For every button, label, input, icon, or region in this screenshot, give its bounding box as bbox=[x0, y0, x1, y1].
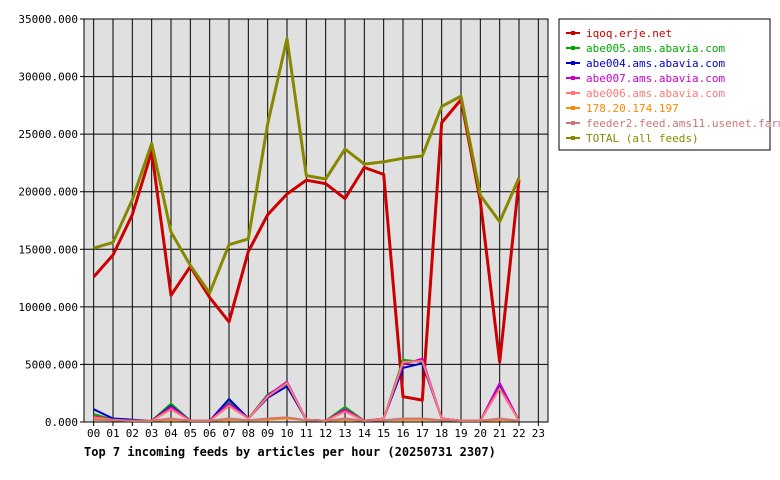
x-axis-ticks: 00 01 02 03 04 05 06 07 08 09 10 11 12 13 14 15 16 17 18 19… bbox=[87, 422, 545, 440]
chart-title: Top 7 incoming feeds by articles per hou… bbox=[84, 445, 496, 459]
legend: iqoq.erje.net abe005.ams.abavia.com abe004… bbox=[558, 18, 780, 151]
legend-label: abe004.ams.abavia.com bbox=[586, 57, 725, 70]
legend-label: feeder2.feed.ams11.usenet.farm bbox=[586, 117, 780, 130]
x-tick-label: 16 bbox=[396, 427, 409, 440]
x-tick-label: 04 bbox=[164, 427, 178, 440]
legend-item: abe007.ams.abavia.com bbox=[566, 72, 725, 85]
x-tick-label: 22 bbox=[512, 427, 525, 440]
x-tick-label: 09 bbox=[261, 427, 274, 440]
legend-item: abe004.ams.abavia.com bbox=[566, 57, 725, 70]
x-tick-label: 14 bbox=[358, 427, 372, 440]
x-tick-label: 01 bbox=[106, 427, 119, 440]
x-tick-label: 05 bbox=[184, 427, 197, 440]
x-tick-label: 03 bbox=[145, 427, 158, 440]
legend-item: abe006.ams.abavia.com bbox=[566, 87, 725, 100]
x-tick-label: 08 bbox=[242, 427, 255, 440]
legend-item: TOTAL (all feeds) bbox=[566, 132, 699, 145]
legend-item: iqoq.erje.net bbox=[566, 27, 672, 40]
x-tick-label: 20 bbox=[474, 427, 487, 440]
x-tick-label: 02 bbox=[126, 427, 139, 440]
legend-marker bbox=[571, 106, 575, 110]
legend-item: abe005.ams.abavia.com bbox=[566, 42, 725, 55]
x-tick-label: 12 bbox=[319, 427, 332, 440]
legend-label: TOTAL (all feeds) bbox=[586, 132, 699, 145]
legend-marker bbox=[571, 136, 575, 140]
x-tick-label: 19 bbox=[454, 427, 467, 440]
x-tick-label: 11 bbox=[300, 427, 313, 440]
legend-label: abe006.ams.abavia.com bbox=[586, 87, 725, 100]
y-tick-label: 25000.000 bbox=[18, 128, 78, 141]
y-tick-label: 15000.000 bbox=[18, 243, 78, 256]
y-tick-label: 35000.000 bbox=[18, 13, 78, 26]
x-tick-label: 00 bbox=[87, 427, 100, 440]
legend-marker bbox=[571, 31, 575, 35]
legend-marker bbox=[571, 76, 575, 80]
x-tick-label: 21 bbox=[493, 427, 506, 440]
series-line-7 bbox=[93, 416, 520, 422]
series-lines bbox=[92, 37, 521, 422]
legend-label: abe005.ams.abavia.com bbox=[586, 42, 725, 55]
legend-box bbox=[558, 18, 771, 151]
legend-label: iqoq.erje.net bbox=[586, 27, 672, 40]
legend-marker bbox=[571, 61, 575, 65]
legend-label: abe007.ams.abavia.com bbox=[586, 72, 725, 85]
series-line-8 bbox=[93, 37, 521, 295]
y-axis-ticks: 0.000 5000.000 10000.000 15000.000 20000.000… bbox=[18, 13, 84, 429]
legend-marker bbox=[571, 121, 575, 125]
x-tick-label: 10 bbox=[280, 427, 293, 440]
legend-marker bbox=[571, 91, 575, 95]
legend-item: feeder2.feed.ams11.usenet.farm bbox=[566, 117, 780, 130]
x-tick-label: 06 bbox=[203, 427, 216, 440]
x-tick-label: 17 bbox=[416, 427, 429, 440]
legend-label: 178.20.174.197 bbox=[586, 102, 679, 115]
legend-item: 178.20.174.197 bbox=[566, 102, 679, 115]
plot-area bbox=[83, 18, 549, 423]
y-tick-label: 0.000 bbox=[45, 416, 78, 429]
x-tick-label: 15 bbox=[377, 427, 390, 440]
legend-marker bbox=[571, 46, 575, 50]
x-tick-label: 18 bbox=[435, 427, 448, 440]
y-tick-label: 30000.000 bbox=[18, 71, 78, 84]
y-tick-label: 10000.000 bbox=[18, 301, 78, 314]
y-tick-label: 20000.000 bbox=[18, 186, 78, 199]
x-tick-label: 23 bbox=[532, 427, 545, 440]
series-line-1 bbox=[92, 98, 521, 402]
x-tick-label: 13 bbox=[338, 427, 351, 440]
x-tick-label: 07 bbox=[222, 427, 235, 440]
y-tick-label: 5000.000 bbox=[25, 358, 78, 371]
